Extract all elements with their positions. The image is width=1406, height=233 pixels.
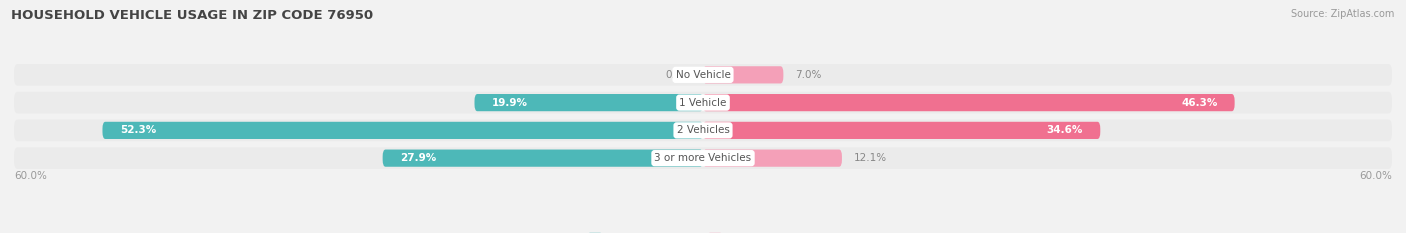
FancyBboxPatch shape bbox=[703, 150, 842, 167]
Text: Source: ZipAtlas.com: Source: ZipAtlas.com bbox=[1291, 9, 1395, 19]
Text: 60.0%: 60.0% bbox=[1360, 171, 1392, 181]
Text: 52.3%: 52.3% bbox=[120, 125, 156, 135]
FancyBboxPatch shape bbox=[703, 122, 1101, 139]
Text: HOUSEHOLD VEHICLE USAGE IN ZIP CODE 76950: HOUSEHOLD VEHICLE USAGE IN ZIP CODE 7695… bbox=[11, 9, 374, 22]
Text: 27.9%: 27.9% bbox=[399, 153, 436, 163]
FancyBboxPatch shape bbox=[703, 66, 783, 83]
Text: 12.1%: 12.1% bbox=[853, 153, 887, 163]
Text: 7.0%: 7.0% bbox=[794, 70, 821, 80]
Text: 46.3%: 46.3% bbox=[1181, 98, 1218, 108]
Text: 3 or more Vehicles: 3 or more Vehicles bbox=[654, 153, 752, 163]
Legend: Owner-occupied, Renter-occupied: Owner-occupied, Renter-occupied bbox=[585, 229, 821, 233]
FancyBboxPatch shape bbox=[14, 147, 1392, 169]
Text: 34.6%: 34.6% bbox=[1046, 125, 1083, 135]
FancyBboxPatch shape bbox=[14, 64, 1392, 86]
Text: 0.0%: 0.0% bbox=[665, 70, 692, 80]
Text: 2 Vehicles: 2 Vehicles bbox=[676, 125, 730, 135]
FancyBboxPatch shape bbox=[103, 122, 703, 139]
Text: 60.0%: 60.0% bbox=[14, 171, 46, 181]
Text: 19.9%: 19.9% bbox=[492, 98, 527, 108]
FancyBboxPatch shape bbox=[474, 94, 703, 111]
Text: 1 Vehicle: 1 Vehicle bbox=[679, 98, 727, 108]
Text: No Vehicle: No Vehicle bbox=[675, 70, 731, 80]
FancyBboxPatch shape bbox=[703, 94, 1234, 111]
FancyBboxPatch shape bbox=[382, 150, 703, 167]
FancyBboxPatch shape bbox=[14, 92, 1392, 113]
FancyBboxPatch shape bbox=[14, 120, 1392, 141]
